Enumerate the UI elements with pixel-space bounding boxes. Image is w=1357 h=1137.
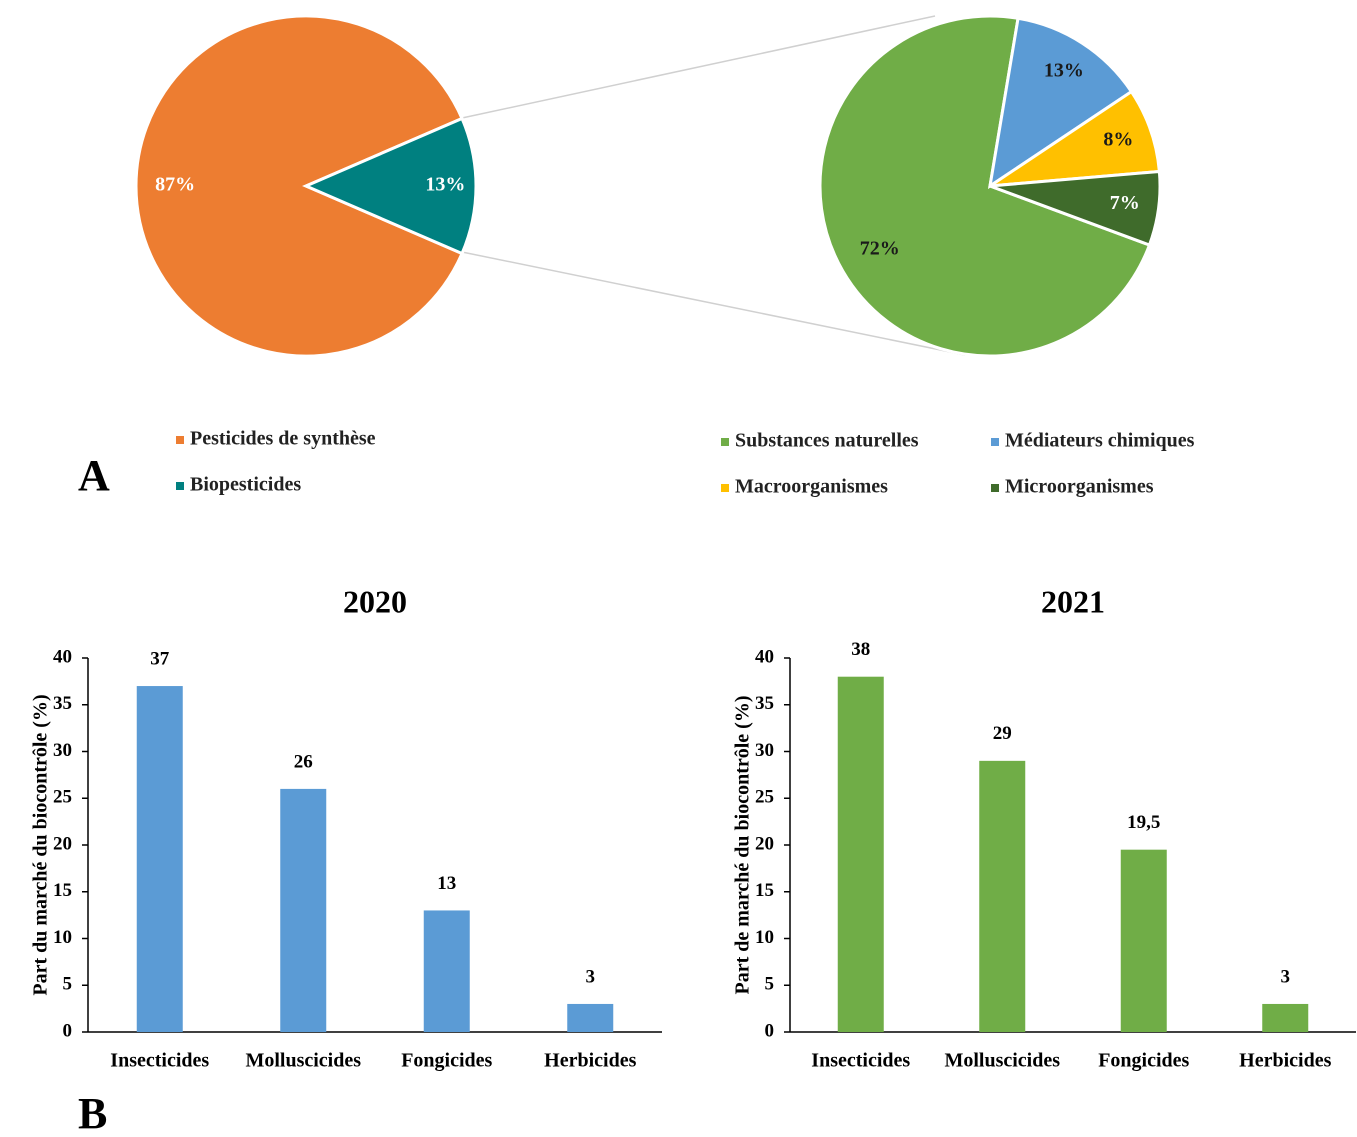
legend-label: Pesticides de synthèse — [190, 428, 376, 450]
y-tick-label: 40 — [53, 646, 72, 667]
legend-swatch — [176, 436, 184, 444]
x-tick-label: Herbicides — [544, 1050, 636, 1072]
y-tick-label: 20 — [53, 833, 72, 854]
slice-label: 8% — [1103, 129, 1133, 151]
y-tick-label: 30 — [53, 740, 72, 761]
value-label: 38 — [851, 639, 870, 660]
pie-slice — [818, 14, 1152, 358]
bar — [567, 1003, 614, 1032]
y-tick-label: 10 — [53, 927, 72, 948]
y-tick-label: 0 — [765, 1020, 775, 1041]
bar — [979, 760, 1026, 1032]
value-label: 3 — [1281, 966, 1291, 987]
bar — [1120, 849, 1167, 1032]
zoom-line — [461, 15, 936, 119]
y-axis-label: Part du marché du biocontrôle (%) — [30, 694, 52, 995]
chart-title: 2021 — [1041, 583, 1105, 619]
y-tick-label: 5 — [63, 974, 73, 995]
bar — [837, 676, 884, 1032]
value-label: 29 — [993, 723, 1012, 744]
value-label: 3 — [586, 966, 596, 987]
legend-swatch — [991, 484, 999, 492]
x-tick-label: Fongicides — [401, 1050, 492, 1072]
pie-slice — [302, 116, 478, 256]
bar — [136, 686, 183, 1032]
pie-slice — [989, 169, 1162, 247]
panel-label: A — [78, 451, 110, 500]
value-label: 26 — [294, 751, 313, 772]
slice-label: 13% — [1044, 59, 1084, 81]
x-tick-label: Herbicides — [1239, 1050, 1331, 1072]
slice-label: 87% — [155, 174, 195, 196]
y-tick-label: 35 — [755, 693, 774, 714]
y-tick-label: 25 — [755, 787, 774, 808]
bar — [280, 788, 327, 1032]
x-tick-label: Fongicides — [1098, 1050, 1189, 1072]
legend-label: Médiateurs chimiques — [1005, 430, 1195, 452]
y-tick-label: 20 — [755, 833, 774, 854]
y-tick-label: 0 — [63, 1020, 73, 1041]
y-tick-label: 15 — [53, 880, 72, 901]
y-tick-label: 25 — [53, 787, 72, 808]
value-label: 37 — [150, 648, 170, 669]
slice-label: 13% — [425, 174, 465, 196]
x-tick-label: Molluscicides — [245, 1050, 361, 1072]
y-tick-label: 5 — [765, 974, 775, 995]
legend-label: Biopesticides — [190, 474, 301, 496]
y-tick-label: 30 — [755, 740, 774, 761]
legend-swatch — [991, 438, 999, 446]
value-label: 13 — [437, 873, 456, 894]
y-tick-label: 40 — [755, 646, 774, 667]
y-tick-label: 10 — [755, 927, 774, 948]
pie-slice — [987, 16, 1134, 190]
bar — [423, 910, 470, 1032]
x-tick-label: Insecticides — [110, 1050, 209, 1072]
zoom-line — [461, 251, 966, 356]
legend-swatch — [176, 482, 184, 490]
y-tick-label: 15 — [755, 880, 774, 901]
legend-swatch — [721, 438, 729, 446]
legend-swatch — [721, 484, 729, 492]
chart-title: 2020 — [343, 583, 407, 619]
slice-label: 72% — [860, 238, 900, 260]
y-axis-label: Part de marché du biocontrôle (%) — [732, 695, 754, 994]
x-tick-label: Insecticides — [811, 1050, 910, 1072]
slice-label: 7% — [1110, 192, 1140, 214]
value-label: 19,5 — [1127, 812, 1160, 833]
legend-label: Macroorganismes — [735, 476, 888, 498]
legend-label: Substances naturelles — [735, 430, 919, 452]
bar — [1262, 1003, 1309, 1032]
panel-label: B — [78, 1089, 107, 1137]
legend-label: Microorganismes — [1005, 476, 1154, 498]
pie-slice — [134, 14, 464, 358]
x-tick-label: Molluscicides — [944, 1050, 1060, 1072]
y-tick-label: 35 — [53, 693, 72, 714]
